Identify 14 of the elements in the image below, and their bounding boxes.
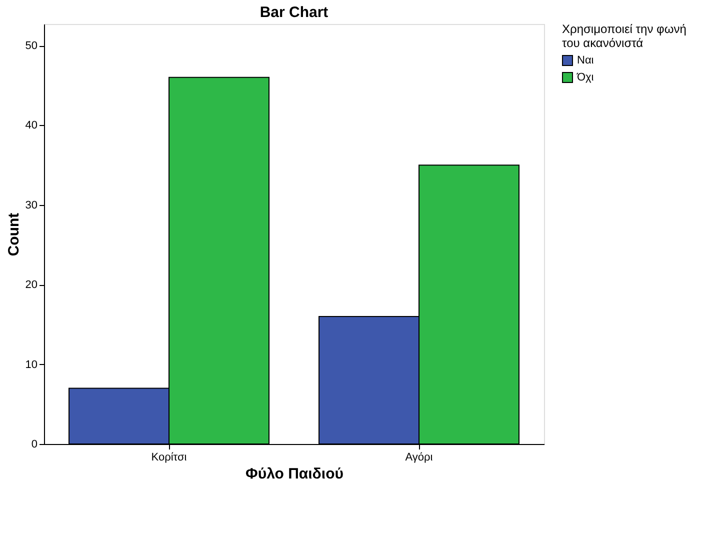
y-tick-label: 40 xyxy=(25,120,38,132)
y-tick-label: 50 xyxy=(25,40,38,52)
y-tick-label: 30 xyxy=(25,199,38,212)
x-tick-label: Κορίτσι xyxy=(151,452,188,464)
legend-title: Χρησιμοποιεί την φωνή του ακανόνιστά xyxy=(562,22,686,50)
y-tick-label: 20 xyxy=(25,279,38,292)
chart-title: Bar Chart xyxy=(260,4,328,21)
x-axis-title: Φύλο Παιδιού xyxy=(246,466,344,482)
x-tick-label: Αγόρι xyxy=(405,452,434,464)
legend-label: Ναι xyxy=(577,54,594,66)
y-tick-label: 0 xyxy=(31,438,38,450)
y-axis-title: Count xyxy=(5,212,22,256)
legend-label: Όχι xyxy=(576,72,594,84)
y-tick-label: 10 xyxy=(25,358,38,371)
